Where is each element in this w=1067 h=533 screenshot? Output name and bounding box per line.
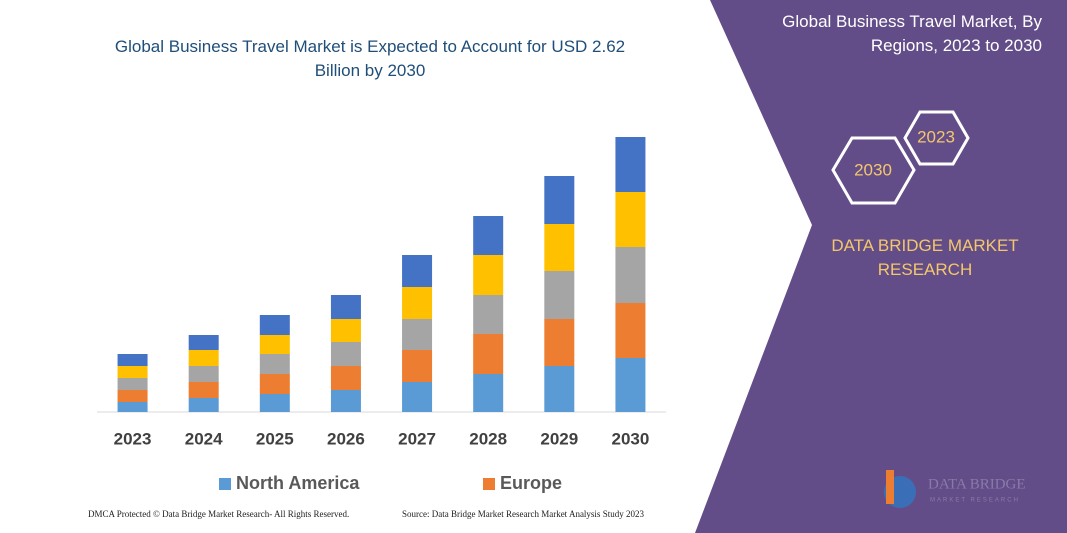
bar-segment: [117, 366, 148, 378]
bar-segment: [330, 342, 361, 366]
bar-segment: [188, 398, 219, 412]
bar-segment: [544, 224, 575, 271]
chart-title: Global Business Travel Market is Expecte…: [114, 37, 626, 80]
bar-segment: [402, 255, 433, 287]
bar-segment: [330, 366, 361, 390]
bar-segment: [473, 295, 504, 334]
bar-segment: [544, 366, 575, 412]
footer-right: Source: Data Bridge Market Research Mark…: [402, 509, 644, 519]
x-tick-label: 2023: [114, 429, 152, 448]
bar-segment: [544, 271, 575, 319]
bar-segment: [117, 402, 148, 412]
bar-segment: [615, 247, 646, 303]
bar-segment: [188, 350, 219, 366]
bar-segment: [188, 366, 219, 382]
x-tick-label: 2027: [398, 429, 436, 448]
x-tick-label: 2024: [185, 429, 223, 448]
panel-title: Global Business Travel Market, By Region…: [782, 12, 1042, 55]
bar-segment: [615, 137, 646, 192]
bar-segment: [615, 303, 646, 358]
hexagon-label: 2030: [854, 160, 892, 179]
logo-tagline: MARKET RESEARCH: [930, 498, 1020, 504]
side-panel: [695, 0, 1067, 533]
bar-segment: [259, 354, 290, 374]
bar-segment: [615, 358, 646, 412]
x-tick-label: 2029: [540, 429, 578, 448]
bar-segment: [188, 382, 219, 398]
brand: DATA BRIDGE MARKET RESEARCH: [831, 236, 1019, 279]
legend-label: North America: [236, 473, 360, 493]
bar-segment: [544, 319, 575, 366]
bar-segment: [330, 295, 361, 319]
panel-title-box: Global Business Travel Market, By Region…: [782, 12, 1042, 55]
logo-icon: [886, 470, 894, 504]
bar-segment: [473, 216, 504, 255]
bar-segment: [615, 192, 646, 247]
hexagon-label: 2023: [917, 127, 955, 146]
bar-segment: [259, 335, 290, 354]
hexagon: [831, 136, 916, 205]
logo-name: DATA BRIDGE: [928, 476, 1026, 492]
x-tick-label: 2030: [612, 429, 650, 448]
x-tick-label: 2026: [327, 429, 365, 448]
bar-segment: [544, 176, 575, 224]
bar-segment: [473, 255, 504, 295]
bar-segment: [259, 394, 290, 412]
bar-segment: [473, 334, 504, 374]
hexagon: [903, 110, 970, 166]
bar-segment: [259, 315, 290, 335]
bar-segment: [473, 374, 504, 412]
title-box: Global Business Travel Market is Expecte…: [114, 37, 626, 80]
x-tick-label: 2025: [256, 429, 294, 448]
bar-segment: [330, 390, 361, 412]
legend-swatch: [219, 478, 231, 490]
bar-segment: [402, 382, 433, 412]
brand-box: DATA BRIDGE MARKET RESEARCH: [831, 236, 1019, 279]
bar-segment: [117, 390, 148, 402]
bar-segment: [402, 287, 433, 319]
x-tick-label: 2028: [469, 429, 507, 448]
bar-segment: [117, 378, 148, 390]
legend-swatch: [483, 478, 495, 490]
bar-segment: [330, 319, 361, 342]
bar-segment: [259, 374, 290, 394]
footer-left: DMCA Protected © Data Bridge Market Rese…: [88, 509, 349, 519]
bar-segment: [402, 319, 433, 350]
legend-label: Europe: [500, 473, 562, 493]
bar-segment: [402, 350, 433, 382]
bar-segment: [117, 354, 148, 366]
bar-segment: [188, 335, 219, 350]
